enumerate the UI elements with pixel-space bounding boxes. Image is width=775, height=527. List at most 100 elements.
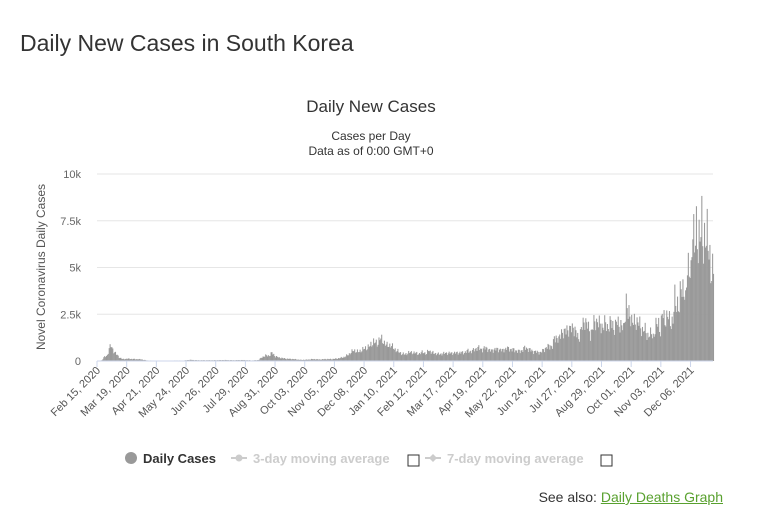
bar (598, 315, 600, 361)
bar (225, 359, 227, 361)
bar (566, 325, 568, 361)
bar (712, 253, 714, 361)
bar (503, 352, 505, 361)
bar (114, 351, 117, 361)
bar (577, 332, 579, 361)
daily-deaths-graph-link[interactable]: Daily Deaths Graph (600, 489, 723, 505)
bar (138, 359, 140, 361)
legend-item-7-day-average[interactable]: 7-day moving average (425, 451, 613, 467)
bar (339, 358, 341, 361)
bar (265, 354, 267, 361)
bar (298, 359, 300, 361)
bar (525, 347, 527, 361)
legend-item-daily-cases[interactable]: Daily Cases (125, 451, 216, 466)
bar (708, 259, 710, 361)
bar (706, 208, 708, 361)
bar (243, 359, 245, 361)
bar (554, 342, 556, 361)
bar (711, 281, 713, 361)
bar (571, 323, 573, 361)
bar (364, 348, 366, 361)
legend-checkbox-7-day[interactable] (600, 454, 613, 467)
bar (504, 349, 506, 361)
bar (568, 336, 570, 361)
bar (576, 337, 578, 361)
bar (494, 347, 496, 361)
bar (703, 263, 705, 361)
bar (359, 349, 361, 361)
legend-checkbox-3-day[interactable] (407, 454, 420, 467)
bar (381, 334, 383, 361)
bar (543, 352, 545, 361)
bar (303, 359, 305, 361)
bar (332, 358, 334, 361)
bar (486, 347, 488, 361)
bar (380, 338, 382, 361)
bar (411, 354, 413, 361)
bar (466, 350, 468, 361)
bar (518, 349, 520, 361)
bar (307, 359, 309, 361)
bar (534, 350, 536, 361)
bar (401, 354, 403, 361)
bar (564, 328, 566, 361)
bar (290, 359, 292, 361)
bar (268, 356, 270, 361)
bar (285, 359, 287, 361)
bar (511, 351, 513, 361)
bar (441, 355, 443, 361)
bar (347, 355, 349, 361)
bar (377, 344, 379, 361)
bar (102, 359, 104, 361)
legend-item-3-day-average[interactable]: 3-day moving average (231, 451, 420, 467)
bar (674, 284, 676, 361)
bar (687, 252, 689, 361)
bar (637, 322, 639, 361)
bar (271, 352, 273, 361)
bar (660, 315, 662, 361)
bar (524, 345, 526, 361)
bar (530, 351, 532, 361)
bar (357, 352, 359, 361)
bar (367, 344, 369, 361)
bar (445, 352, 447, 361)
bar (527, 351, 529, 361)
bar (698, 219, 700, 361)
bar (702, 246, 704, 361)
bar (480, 348, 483, 361)
bar (622, 330, 624, 361)
bar (402, 352, 404, 361)
bars (97, 195, 715, 361)
bar (259, 358, 261, 361)
bar (665, 326, 667, 361)
bar (445, 352, 447, 361)
bar (646, 339, 648, 361)
bar (555, 335, 557, 361)
bar (316, 358, 318, 361)
bar (358, 352, 360, 361)
bar (448, 351, 450, 361)
bar (127, 358, 129, 361)
bar (645, 333, 647, 361)
bar (684, 299, 686, 361)
bar (603, 330, 605, 361)
bar (338, 358, 340, 361)
bar (550, 345, 552, 361)
bar (354, 349, 356, 361)
legend-label-daily-cases: Daily Cases (143, 451, 216, 466)
bar (562, 338, 564, 361)
bar (563, 328, 565, 361)
bar (452, 355, 454, 361)
bar (274, 356, 276, 361)
bar (464, 351, 466, 361)
bar (526, 348, 528, 361)
bar (132, 359, 134, 361)
bar (261, 357, 263, 361)
bar (120, 357, 122, 361)
bar (574, 326, 576, 361)
bar (369, 346, 371, 361)
bar (427, 349, 429, 361)
bar (478, 345, 480, 361)
y-axis-label: Novel Coronavirus Daily Cases (34, 184, 48, 350)
